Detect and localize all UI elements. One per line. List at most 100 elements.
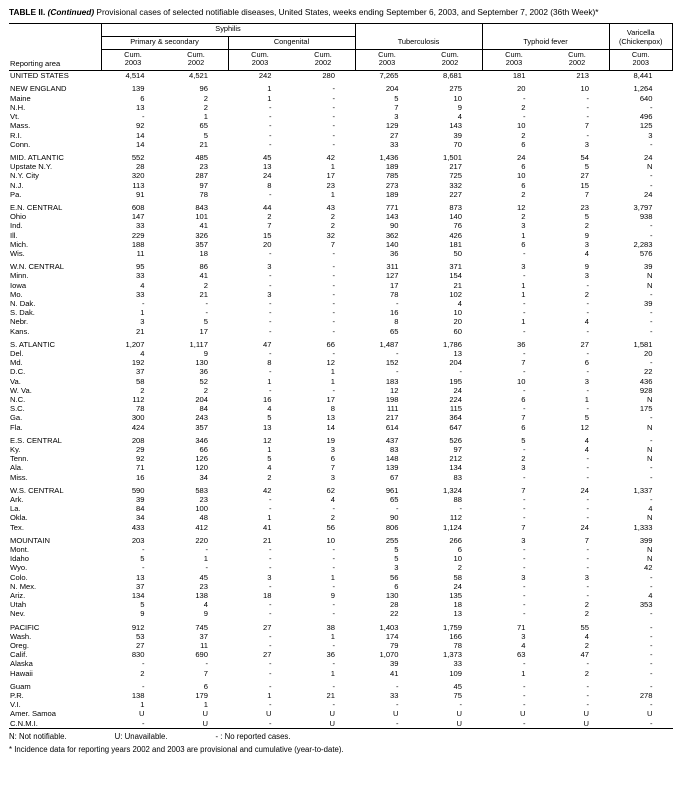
cell: 424 [131, 422, 145, 432]
cell: 4 [203, 600, 208, 610]
cell: 86 [199, 262, 208, 272]
cell: 8 [330, 404, 335, 414]
cell: 2 [521, 212, 526, 222]
cell: - [332, 112, 335, 122]
cell: - [268, 581, 272, 591]
cell: 3 [584, 572, 589, 582]
cell: 1 [267, 93, 272, 103]
column-header: Cum. 2002 [291, 49, 355, 72]
cell: 311 [386, 262, 399, 272]
footnote-n: N: Not notifiable. [9, 731, 67, 741]
cell: 139 [385, 463, 399, 473]
table-row: N.H. 13 2 - - 7 9 2 - - [9, 103, 673, 112]
row-label: Guam [10, 681, 31, 691]
cell: 41 [199, 221, 208, 231]
cell: 220 [195, 535, 208, 545]
cell: U [456, 718, 462, 728]
table-row: Idaho 5 1 - - 5 10 - - N [9, 554, 673, 563]
cell: 1 [521, 230, 526, 240]
cell: 1 [267, 376, 272, 386]
cell: 13 [453, 348, 462, 358]
cell: - [522, 385, 526, 395]
cell: 3 [521, 572, 526, 582]
cell: - [649, 572, 653, 582]
row-label: Minn. [10, 271, 29, 281]
cell: 192 [131, 358, 145, 368]
cell: 255 [385, 535, 399, 545]
cell: - [268, 563, 272, 573]
cell: 54 [580, 152, 589, 162]
cell: 346 [195, 435, 208, 445]
table-row: Va. 58 52 1 1 183 195 10 3 436 [9, 377, 673, 386]
cell: - [649, 171, 653, 181]
cell: 4 [521, 641, 526, 651]
cell: - [522, 545, 526, 555]
cell: 92 [136, 454, 145, 464]
cell: 152 [385, 358, 399, 368]
congenital-subheader: Congenital [228, 36, 356, 50]
cell: 6 [584, 358, 589, 368]
cell: 147 [131, 212, 145, 222]
cell: 212 [449, 454, 462, 464]
cell: 280 [322, 71, 335, 81]
cell: - [586, 563, 589, 573]
cell: 44 [263, 202, 272, 212]
cell: - [522, 367, 526, 377]
row-label: Calif. [10, 650, 28, 660]
cell: - [586, 691, 589, 701]
cell: 36 [199, 367, 208, 377]
cell: - [649, 358, 653, 368]
cell: U [329, 718, 335, 728]
cell: 326 [195, 230, 208, 240]
cell: 2 [521, 102, 526, 112]
cell: - [268, 554, 272, 564]
cell: 6 [521, 239, 526, 249]
row-label: La. [10, 504, 21, 514]
cell: 6 [140, 93, 145, 103]
cell: 24 [453, 385, 462, 395]
cell: 56 [390, 572, 399, 582]
cell: 5 [394, 93, 399, 103]
row-label: C.N.M.I. [10, 718, 38, 728]
cell: 10 [517, 376, 526, 386]
cell: - [522, 308, 526, 318]
row-label: Utah [10, 600, 27, 610]
cell: 17 [326, 394, 335, 404]
cell: 24 [644, 189, 653, 199]
cell: 928 [639, 385, 653, 395]
cell: 3 [267, 289, 272, 299]
row-label: Maine [10, 93, 31, 103]
cell: 42 [263, 485, 272, 495]
cell: 2 [267, 212, 272, 222]
cell: - [332, 563, 335, 573]
cell: - [522, 271, 526, 281]
cell: 6 [521, 162, 526, 172]
typhoid-fever-group-header: Typhoid fever [482, 23, 610, 50]
table-row: Mo. 33 21 3 - 78 102 1 2 - [9, 290, 673, 299]
cell: 437 [385, 435, 399, 445]
row-label: S.C. [10, 404, 25, 414]
column-header: Cum. 2002 [164, 49, 228, 72]
cell: - [268, 600, 272, 610]
cell: 3 [521, 262, 526, 272]
cell: - [268, 317, 272, 327]
cell: 42 [644, 563, 653, 573]
table-row: Tenn. 92 126 5 6 148 212 2 - N [9, 454, 673, 463]
cell: - [522, 445, 526, 454]
cell: 1 [267, 84, 272, 94]
cell: 3 [521, 463, 526, 473]
table-row: W. Va. 2 2 - - 12 24 - - 928 [9, 386, 673, 395]
row-label: V.I. [10, 700, 21, 710]
row-label: Amer. Samoa [10, 709, 57, 719]
table-row: Conn. 14 21 - - 33 70 6 3 - [9, 140, 673, 149]
table-row: Hawaii 2 7 - 1 41 109 1 2 - [9, 669, 673, 678]
cell: - [649, 668, 653, 678]
cell: 45 [199, 572, 208, 582]
cell: 21 [199, 289, 208, 299]
row-label: E.S. CENTRAL [10, 435, 62, 445]
cell: 102 [449, 289, 462, 299]
cell: 266 [449, 535, 462, 545]
cell: 399 [639, 535, 653, 545]
cell: 4 [457, 298, 462, 308]
cell: - [268, 102, 272, 112]
